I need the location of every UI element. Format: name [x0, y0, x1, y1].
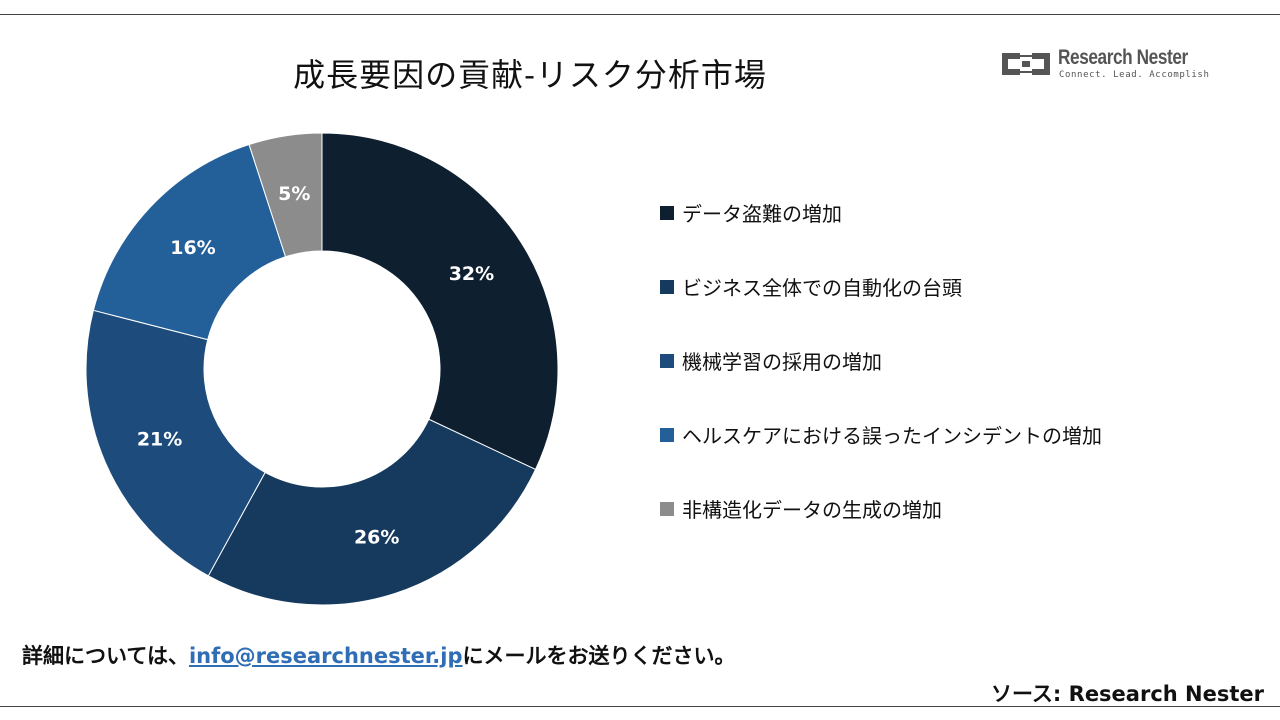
legend-swatch [660, 206, 674, 220]
donut-slice [85, 309, 266, 577]
contact-note-prefix: 詳細については、 [22, 644, 189, 668]
chart-title: 成長要因の貢献-リスク分析市場 [293, 56, 767, 94]
slice-percent-label: 32% [449, 263, 494, 285]
donut-slice [248, 132, 323, 258]
legend-label: データ盗難の増加 [682, 202, 842, 226]
contact-note: 詳細については、info@researchnester.jpにメールをお送りくだ… [22, 640, 735, 670]
slice-percent-label: 16% [170, 237, 215, 259]
legend-swatch [660, 280, 674, 294]
donut-slice [321, 132, 559, 471]
slice-percent-label: 21% [137, 428, 182, 450]
donut-slice [92, 143, 287, 341]
contact-email-link[interactable]: info@researchnester.jp [188, 644, 463, 668]
source-credit: ソース: Research Nester [990, 682, 1264, 706]
legend-swatch [660, 502, 674, 516]
legend-label: 機械学習の採用の増加 [682, 350, 882, 374]
legend-swatch [660, 428, 674, 442]
slice-percent-label: 5% [278, 183, 310, 205]
brand-logo: Research Nester Connect. Lead. Accomplis… [1000, 46, 1270, 86]
donut-slice [207, 418, 537, 606]
contact-note-suffix: にメールをお送りください。 [462, 644, 736, 668]
research-nester-logo-icon [1002, 53, 1050, 75]
legend-label: ビジネス全体での自動化の台頭 [682, 276, 962, 300]
brand-tagline: Connect. Lead. Accomplish [1059, 70, 1210, 80]
legend-label: 非構造化データの生成の増加 [682, 498, 942, 522]
legend-label: ヘルスケアにおける誤ったインシデントの増加 [682, 424, 1102, 448]
brand-name: Research Nester [1058, 46, 1188, 69]
bottom-border [0, 706, 1280, 707]
legend-swatch [660, 354, 674, 368]
slice-percent-label: 26% [354, 526, 399, 548]
top-border [0, 14, 1280, 15]
donut-chart: 32% 26% 21% 16% 5% [85, 132, 559, 606]
